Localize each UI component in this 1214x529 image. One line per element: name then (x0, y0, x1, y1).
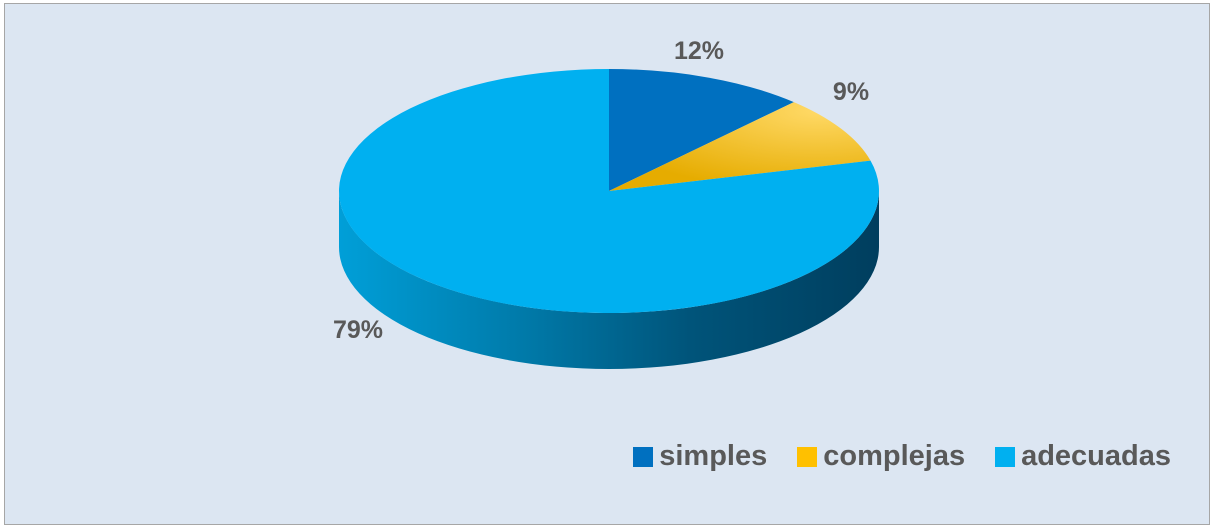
data-label-simples: 12% (674, 37, 724, 65)
pie-data-labels: 12% 9% 79% (333, 37, 869, 344)
legend-label-adecuadas: adecuadas (1021, 440, 1171, 472)
chart-area: 12% 9% 79% simples complejas adecuadas (4, 3, 1210, 525)
data-label-adecuadas: 79% (333, 316, 383, 344)
legend-label-complejas: complejas (823, 440, 966, 472)
data-label-complejas: 9% (833, 78, 869, 106)
pie-slice-complejas (609, 102, 871, 191)
legend-entry-simples: simples (633, 440, 767, 473)
legend-swatch-complejas (797, 446, 818, 467)
legend-swatch-simples (633, 446, 654, 467)
legend-entry-complejas: complejas (797, 440, 965, 473)
pie-top-face (338, 69, 879, 313)
pie-slice-simples (609, 69, 794, 191)
legend: simples complejas adecuadas (633, 440, 1171, 473)
pie-chart: 12% 9% 79% (333, 37, 879, 369)
pie-side-adecuadas (339, 191, 879, 369)
legend-swatch-adecuadas (995, 446, 1016, 467)
legend-label-simples: simples (659, 440, 768, 472)
legend-entry-adecuadas: adecuadas (995, 440, 1171, 473)
pie-slice-adecuadas (338, 69, 879, 313)
pie-side-wall (339, 191, 879, 369)
